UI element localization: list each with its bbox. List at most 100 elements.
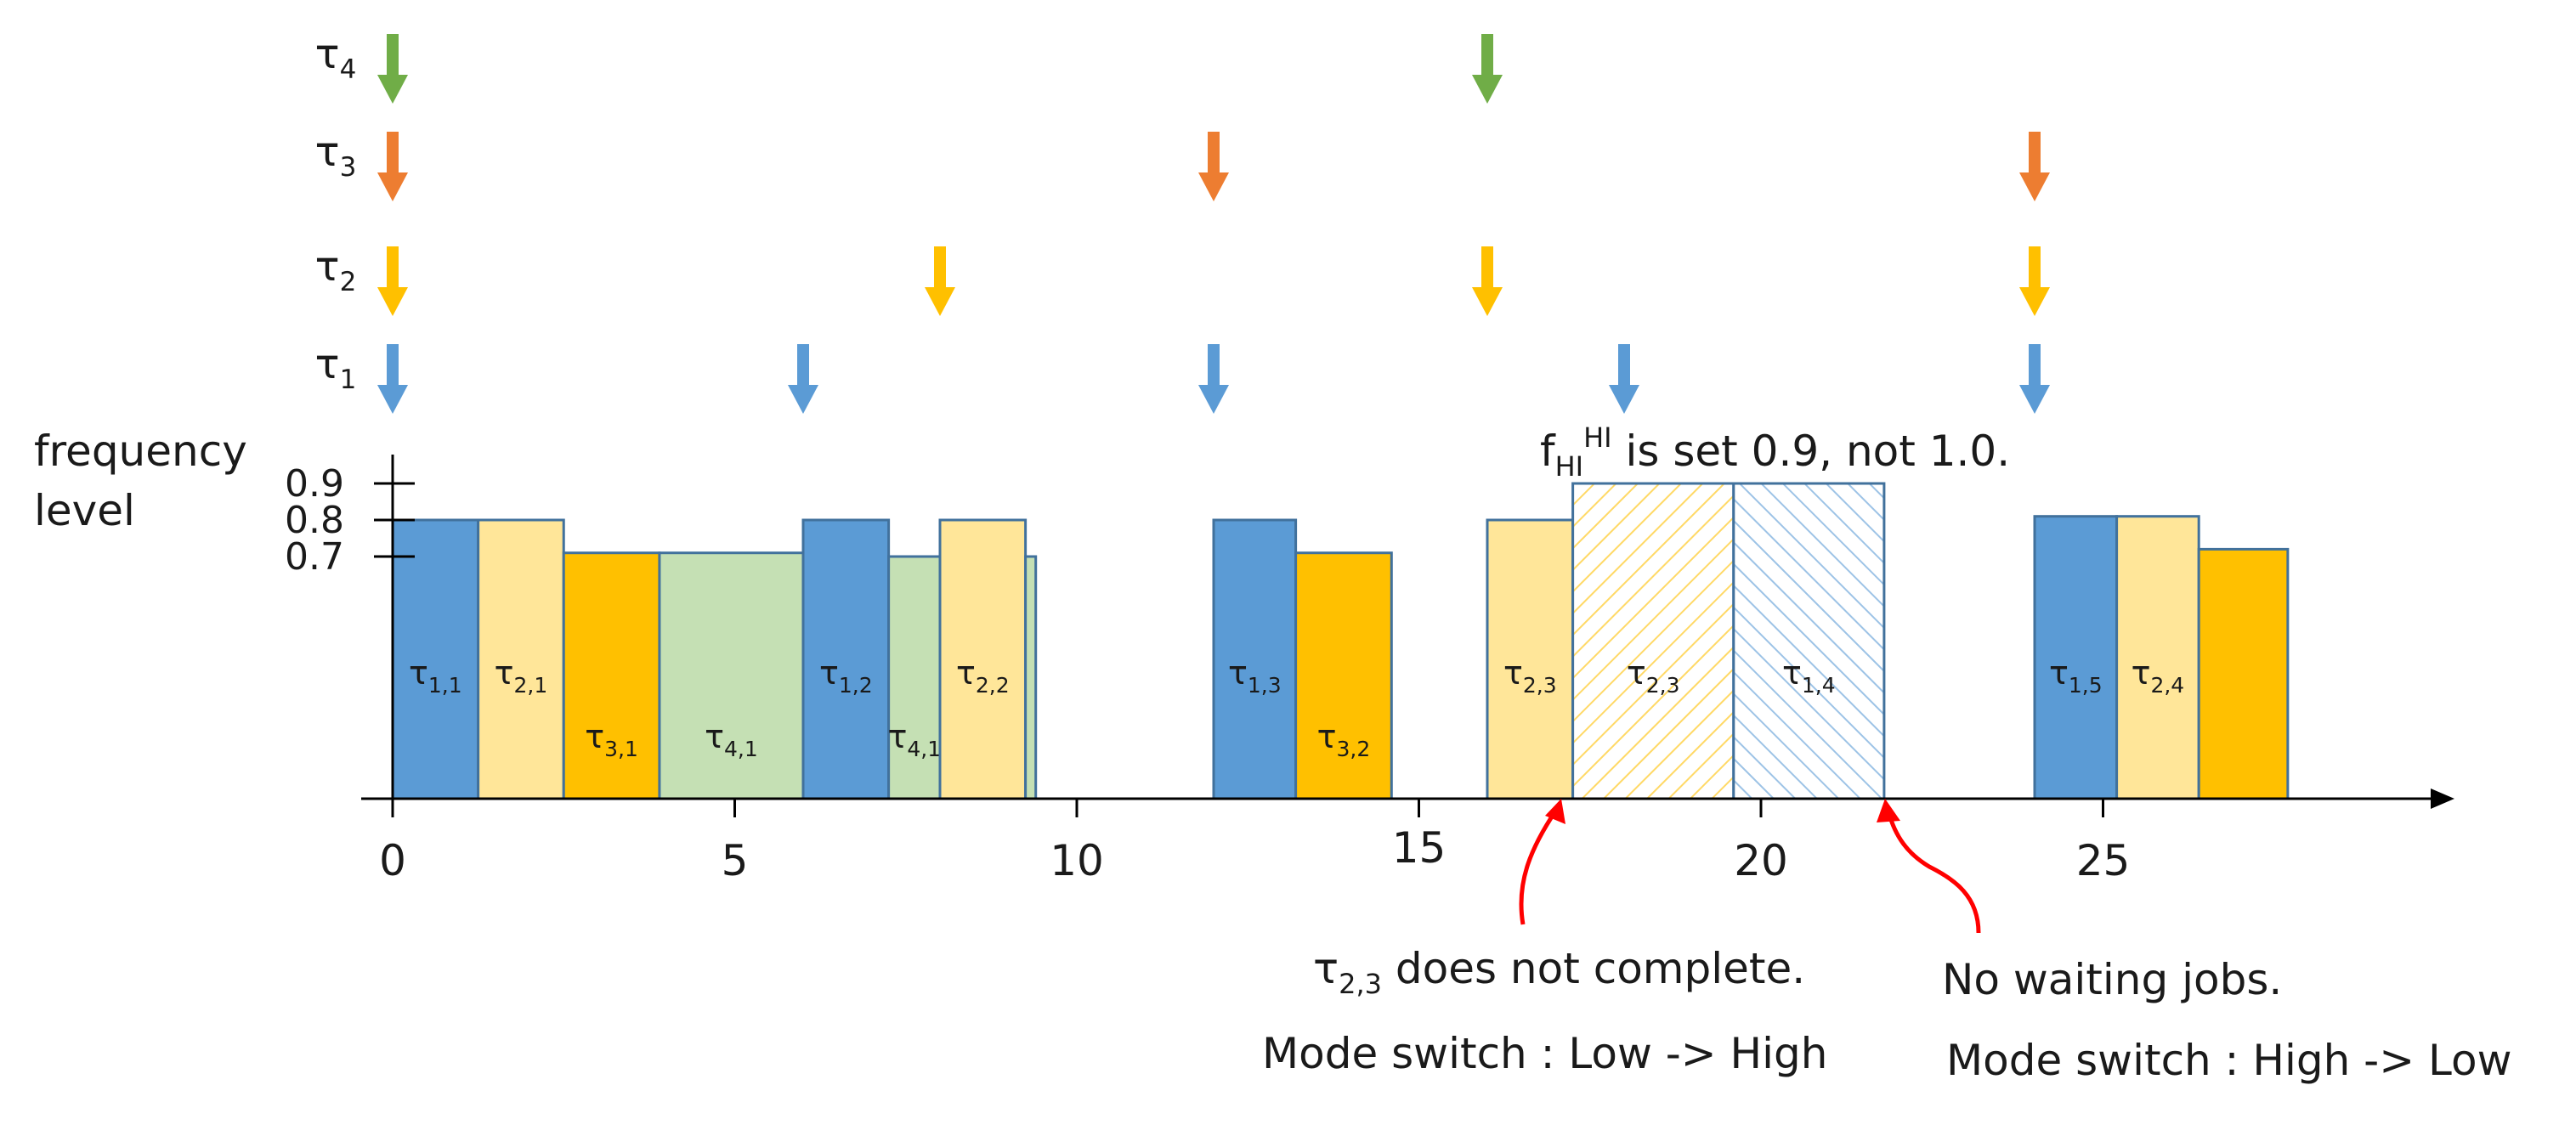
annotation-low-high-line1: τ2,3 does not complete. xyxy=(1313,944,1805,1000)
annotation-low-high-line2: Mode switch : Low -> High xyxy=(1262,1029,1827,1078)
job-block-4 xyxy=(801,518,891,800)
release-arrow-shaft-t1-4 xyxy=(2029,344,2041,387)
job-label-2-tau: τ xyxy=(585,718,604,755)
task-label-t3: τ3 xyxy=(315,128,357,183)
release-arrow-head-t2-0 xyxy=(377,287,408,316)
job-label-13: τ1,5 xyxy=(2049,654,2103,698)
job-label-4-sub: 1,2 xyxy=(839,673,873,698)
release-arrow-head-t3-2 xyxy=(2019,172,2050,201)
job-label-13-sub: 1,5 xyxy=(2069,673,2103,698)
job-label-10: τ2,3 xyxy=(1503,654,1557,698)
job-block-5 xyxy=(887,555,942,800)
annotation-low-high-rest: does not complete. xyxy=(1382,944,1805,993)
job-block-9 xyxy=(1294,551,1393,800)
job-block-1 xyxy=(477,518,565,800)
job-label-6-sub: 2,2 xyxy=(976,673,1010,698)
annotation-arrow-low-high xyxy=(1519,810,1558,925)
job-label-1: τ2,1 xyxy=(495,654,548,698)
release-arrow-head-t4-1 xyxy=(1472,75,1503,104)
jobs-layer: τ1,1 τ2,1τ3,1 τ4,1τ1,2τ4,1τ2,2 τ1,3τ3,2τ2,3… xyxy=(391,482,2290,800)
job-label-8: τ1,3 xyxy=(1228,654,1282,698)
task-label-t4-tau: τ xyxy=(315,31,340,78)
release-arrow-shaft-t3-2 xyxy=(2029,132,2041,174)
release-arrow-shaft-t4-0 xyxy=(387,34,399,76)
task-label-t4-sub: 4 xyxy=(340,54,357,85)
y-tick-label-2: 0.7 xyxy=(285,535,344,579)
release-arrow-shaft-t3-0 xyxy=(387,132,399,174)
release-arrow-head-t2-2 xyxy=(1472,287,1503,316)
task-label-t2: τ2 xyxy=(315,243,357,297)
job-label-4-tau: τ xyxy=(819,654,839,692)
job-label-6: τ2,2 xyxy=(956,654,1010,698)
release-arrow-shaft-t1-1 xyxy=(797,344,809,387)
y-tick-label-1: 0.8 xyxy=(285,499,344,542)
release-arrow-head-t2-1 xyxy=(925,287,955,316)
job-label-12: τ1,4 xyxy=(1782,654,1836,698)
job-label-11-sub: 2,3 xyxy=(1646,673,1680,698)
job-label-9-sub: 3,2 xyxy=(1337,737,1371,761)
job-label-3-tau: τ xyxy=(705,718,724,755)
release-arrow-shaft-t1-0 xyxy=(387,344,399,387)
job-block-15 xyxy=(2197,547,2290,800)
job-label-2-sub: 3,1 xyxy=(604,737,638,761)
annotation-arrow-high-low xyxy=(1886,811,1981,934)
job-block-12 xyxy=(1732,482,1886,800)
release-arrow-head-t4-0 xyxy=(377,75,408,104)
release-arrow-head-t3-1 xyxy=(1198,172,1229,201)
release-arrow-shaft-t2-1 xyxy=(934,246,946,289)
job-label-3: τ4,1 xyxy=(705,718,758,761)
fhi-note-sub: HI xyxy=(1555,450,1584,483)
task-label-t2-tau: τ xyxy=(315,243,340,291)
job-label-14: τ2,4 xyxy=(2132,654,2185,698)
y-axis-title-line2: level xyxy=(34,486,135,535)
job-block-11 xyxy=(1571,482,1735,800)
release-arrow-head-t3-0 xyxy=(377,172,408,201)
job-block-8 xyxy=(1212,518,1298,800)
annotation-high-low-line2: Mode switch : High -> Low xyxy=(1946,1036,2511,1085)
job-label-8-tau: τ xyxy=(1228,654,1248,692)
job-label-3-sub: 4,1 xyxy=(724,737,758,761)
release-arrow-head-t1-4 xyxy=(2019,385,2050,414)
fhi-note-sup: HI xyxy=(1583,421,1612,454)
release-arrow-shaft-t4-1 xyxy=(1481,34,1493,76)
job-label-0-sub: 1,1 xyxy=(428,673,462,698)
x-tick-label-0: 0 xyxy=(379,836,406,885)
job-label-10-sub: 2,3 xyxy=(1523,673,1557,698)
x-axis-arrowhead xyxy=(2431,788,2454,809)
fhi-note-rest: is set 0.9, not 1.0. xyxy=(1612,427,2011,476)
fhi-note-base: f xyxy=(1540,427,1556,476)
job-label-5-tau: τ xyxy=(887,718,907,755)
job-block-0 xyxy=(391,518,480,800)
release-arrow-head-t1-2 xyxy=(1198,385,1229,414)
job-label-9-tau: τ xyxy=(1317,718,1337,755)
release-arrow-head-t2-3 xyxy=(2019,287,2050,316)
task-row-t3: τ3 xyxy=(315,128,2050,201)
job-label-1-sub: 2,1 xyxy=(514,673,548,698)
job-label-9: τ3,2 xyxy=(1317,718,1371,761)
job-label-12-tau: τ xyxy=(1782,654,1802,692)
annotation-arrowhead-low-high xyxy=(1545,799,1565,824)
release-arrow-head-t1-0 xyxy=(377,385,408,414)
job-label-0: τ1,1 xyxy=(409,654,462,698)
job-block-3 xyxy=(658,551,805,800)
y-axis-title-line1: frequency xyxy=(34,427,247,476)
release-arrow-shaft-t1-2 xyxy=(1208,344,1220,387)
y-tick-label-0: 0.9 xyxy=(285,462,344,506)
job-block-13 xyxy=(2033,515,2119,800)
task-label-t1-sub: 1 xyxy=(340,365,357,395)
x-tick-label-1: 5 xyxy=(722,836,749,885)
job-block-2 xyxy=(562,551,661,800)
task-row-t4: τ4 xyxy=(315,31,1503,104)
task-label-t3-sub: 3 xyxy=(340,152,357,183)
job-label-11: τ2,3 xyxy=(1627,654,1680,698)
release-arrow-shaft-t3-1 xyxy=(1208,132,1220,174)
x-tick-label-2: 10 xyxy=(1050,836,1104,885)
annotation-high-low-line1: No waiting jobs. xyxy=(1942,955,2282,1004)
task-label-t3-tau: τ xyxy=(315,128,340,176)
task-label-t1: τ1 xyxy=(315,341,357,395)
job-label-13-tau: τ xyxy=(2049,654,2069,692)
release-arrow-head-t1-1 xyxy=(788,385,818,414)
release-arrow-shaft-t2-3 xyxy=(2029,246,2041,289)
job-label-14-sub: 2,4 xyxy=(2150,673,2184,698)
job-label-11-tau: τ xyxy=(1627,654,1646,692)
